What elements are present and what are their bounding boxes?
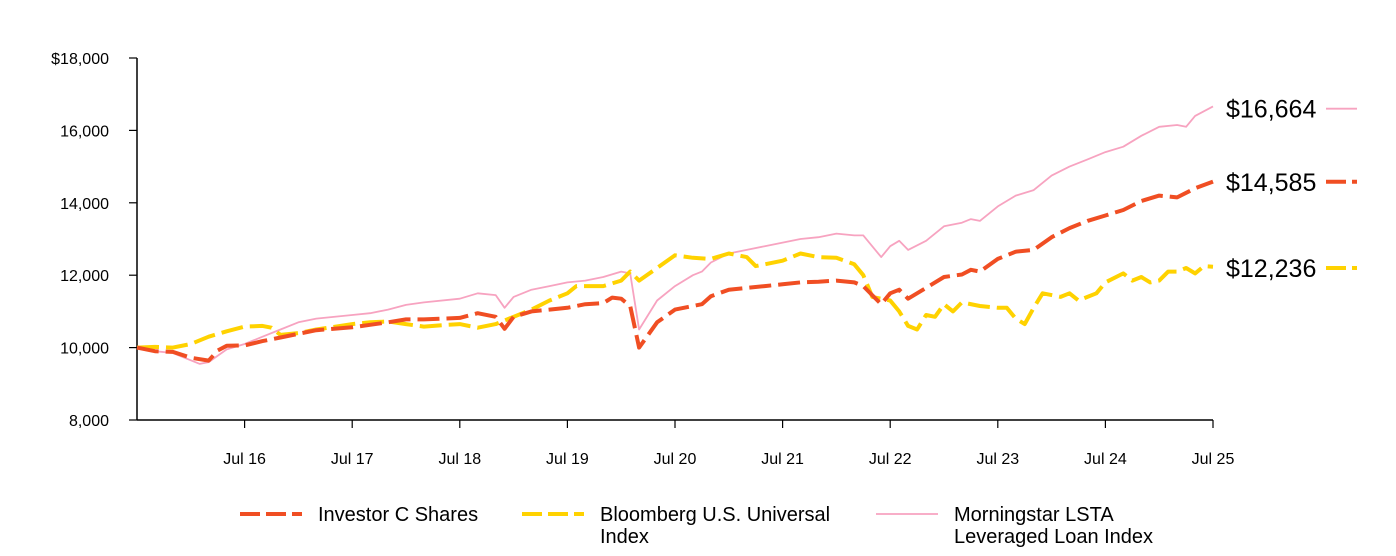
x-tick-label: Jul 20	[654, 451, 697, 468]
y-tick-label: 10,000	[60, 341, 109, 358]
series-layer	[136, 105, 1214, 365]
legend-label-3: Leveraged Loan Index	[954, 526, 1153, 548]
y-tick-label: 14,000	[60, 196, 109, 213]
x-tick-label: Jul 19	[546, 451, 589, 468]
series-line-3	[136, 105, 1214, 365]
x-tick-label: Jul 16	[223, 451, 266, 468]
series-line-1	[136, 179, 1214, 363]
y-tick-label: 12,000	[60, 268, 109, 285]
y-axis-ticks: $18,000 16,000 14,000 12,000 10,000 8,000	[51, 51, 137, 430]
legend-label-1: Investor C Shares	[318, 504, 478, 526]
end-value-label: $14,585	[1226, 169, 1316, 197]
y-tick-label: 16,000	[60, 123, 109, 140]
x-axis-ticks: Jul 16 Jul 17 Jul 18 Jul 19 Jul 20 Jul 21 Jul …	[223, 420, 1234, 468]
legend-label-2: Index	[600, 526, 649, 548]
x-tick-label: Jul 18	[438, 451, 481, 468]
x-tick-label: Jul 25	[1192, 451, 1235, 468]
end-value-label: $12,236	[1226, 255, 1316, 283]
end-labels: $16,664 $14,585 $12,236	[1226, 96, 1357, 283]
series-line-2	[136, 251, 1214, 350]
x-tick-label: Jul 24	[1084, 451, 1127, 468]
x-tick-label: Jul 22	[869, 451, 912, 468]
end-value-label: $16,664	[1226, 96, 1316, 124]
x-tick-label: Jul 17	[331, 451, 374, 468]
legend: Investor C Shares Bloomberg U.S. Universa…	[240, 504, 1153, 548]
y-tick-label: 8,000	[69, 413, 109, 430]
x-tick-label: Jul 21	[761, 451, 804, 468]
legend-label-3: Morningstar LSTA	[954, 504, 1114, 526]
legend-label-2: Bloomberg U.S. Universal	[600, 504, 830, 526]
y-tick-label: $18,000	[51, 51, 109, 68]
x-tick-label: Jul 23	[976, 451, 1019, 468]
